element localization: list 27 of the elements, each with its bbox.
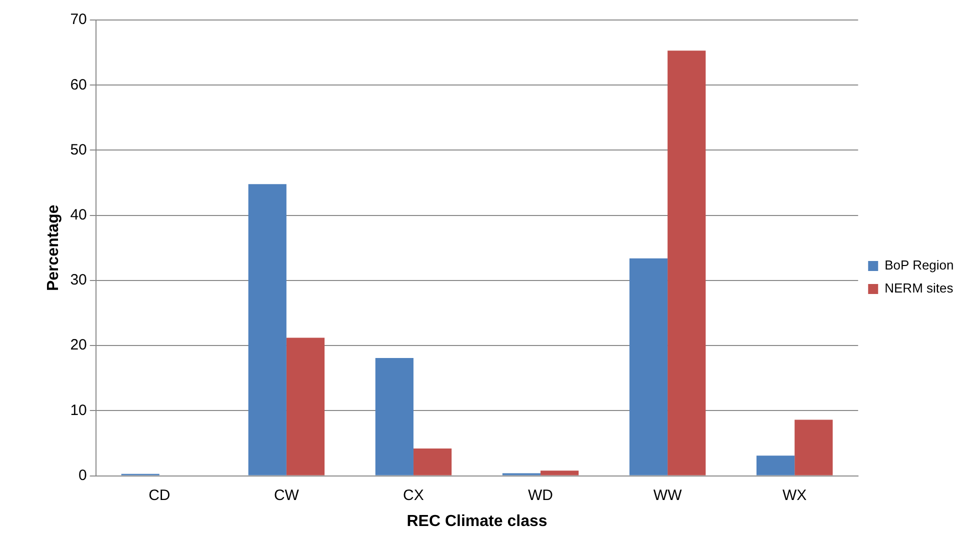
y-tick-label: 0 xyxy=(78,466,87,484)
y-tick-label: 10 xyxy=(70,402,87,419)
x-tick-label: WW xyxy=(653,486,683,504)
y-tick-label: 70 xyxy=(70,11,87,28)
bar xyxy=(286,338,325,476)
x-tick-label: CW xyxy=(274,486,300,504)
y-tick-label: 20 xyxy=(70,336,87,354)
legend-label: NERM sites xyxy=(884,280,954,296)
bar xyxy=(629,258,668,476)
y-tick-label: 30 xyxy=(70,272,87,289)
bar xyxy=(668,50,706,476)
y-axis-title: Percentage xyxy=(45,204,62,292)
x-tick-label: WD xyxy=(528,486,554,504)
y-tick-label: 40 xyxy=(70,206,87,224)
bar xyxy=(413,448,452,476)
bar xyxy=(248,184,286,476)
legend-label: BoP Region xyxy=(884,258,954,273)
bar xyxy=(794,420,833,476)
x-axis-title: REC Climate class xyxy=(406,512,548,530)
x-tick-label: WX xyxy=(782,486,807,504)
y-tick-label: 60 xyxy=(70,76,87,94)
bar xyxy=(756,456,795,476)
bar xyxy=(540,470,579,476)
y-tick-label: 50 xyxy=(70,141,87,158)
bar xyxy=(375,358,414,476)
x-tick-label: CD xyxy=(148,486,170,504)
x-tick-label: CX xyxy=(403,486,424,504)
